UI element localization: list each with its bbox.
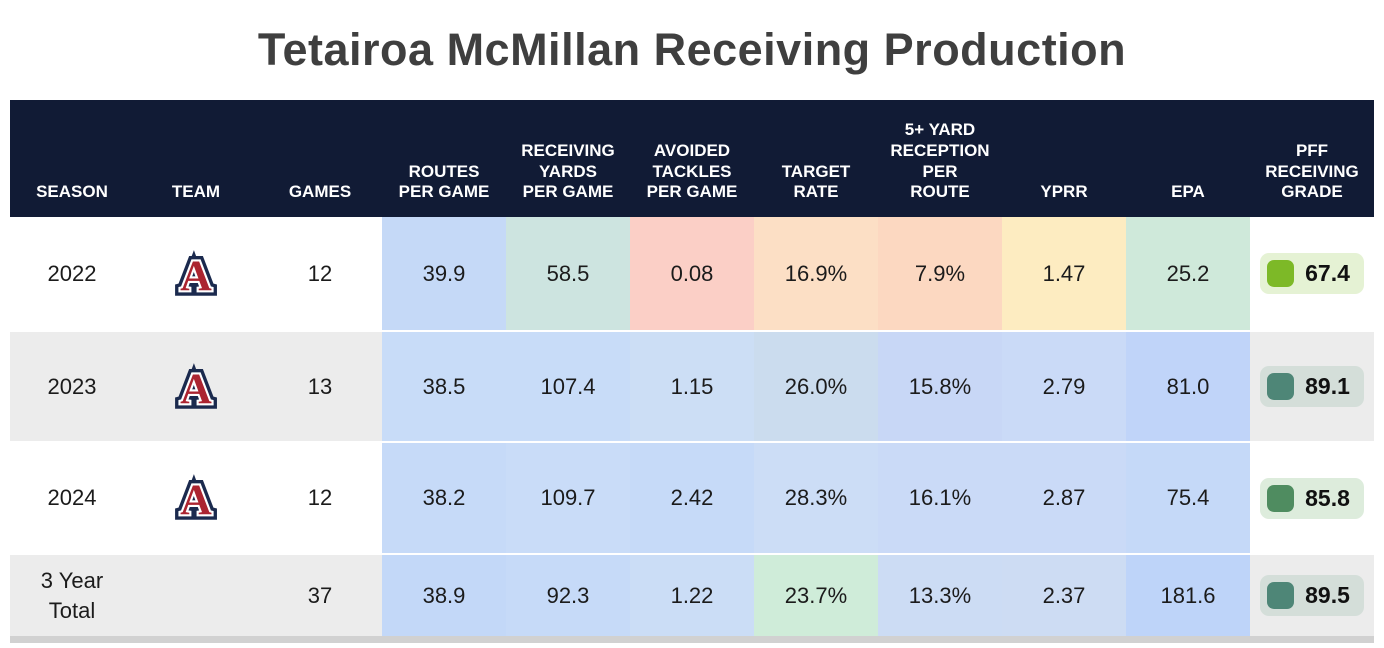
cell-routes-per-game: 38.9 xyxy=(382,555,506,636)
cell-games: 12 xyxy=(307,485,333,510)
receiving-production-table: SEASON TEAM GAMES ROUTES PER GAME RECEIV… xyxy=(10,100,1374,636)
svg-text:A: A xyxy=(180,476,212,524)
cell-team: A A A xyxy=(134,443,258,553)
column-header-pff-grade: PFF RECEIVING GRADE xyxy=(1265,140,1359,202)
cell-avoided-tackles: 1.15 xyxy=(630,332,754,441)
season-label: 2024 xyxy=(47,485,97,511)
cell-receiving-yards: 107.4 xyxy=(506,332,630,441)
cell-games: 37 xyxy=(307,582,333,608)
grade-badge: 89.5 xyxy=(1260,575,1364,616)
cell-5yd-reception: 16.1% xyxy=(878,443,1002,553)
cell-epa: 25.2 xyxy=(1126,217,1250,330)
cell-routes-per-game: 38.2 xyxy=(382,443,506,553)
cell-epa: 81.0 xyxy=(1126,332,1250,441)
grade-value: 89.1 xyxy=(1305,373,1350,399)
cell-games: 13 xyxy=(307,373,333,399)
cell-routes-per-game: 38.5 xyxy=(382,332,506,441)
cell-epa: 75.4 xyxy=(1126,443,1250,553)
horizontal-scrollbar[interactable] xyxy=(10,636,1374,643)
column-header-epa: EPA xyxy=(1171,182,1205,202)
cell-target-rate: 28.3% xyxy=(754,443,878,553)
cell-season: 2023 xyxy=(10,332,134,441)
cell-target-rate: 16.9% xyxy=(754,217,878,330)
column-header-avoided-tackles: AVOIDED TACKLES PER GAME xyxy=(646,140,738,202)
table-row-2023: 2023 A A A 13 38.5 107.4 1.15 26.0% 15.8… xyxy=(10,330,1374,441)
cell-5yd-reception: 7.9% xyxy=(878,217,1002,330)
arizona-block-a-logo-icon: A A A xyxy=(175,360,218,414)
page-title: Tetairoa McMillan Receiving Production xyxy=(257,24,1127,75)
svg-text:A: A xyxy=(180,365,212,413)
cell-yprr: 2.87 xyxy=(1002,443,1126,553)
cell-routes-per-game: 39.9 xyxy=(382,217,506,330)
svg-text:A: A xyxy=(180,476,212,524)
cell-pff-grade: 89.1 xyxy=(1250,332,1374,441)
column-header-receiving-yards: RECEIVING YARDS PER GAME xyxy=(521,140,615,202)
cell-epa: 181.6 xyxy=(1126,555,1250,636)
cell-target-rate: 23.7% xyxy=(754,555,878,636)
cell-pff-grade: 85.8 xyxy=(1250,443,1374,553)
grade-badge: 89.1 xyxy=(1260,366,1364,407)
cell-pff-grade: 67.4 xyxy=(1250,217,1374,330)
table-row-2024: 2024 A A A 12 38.2 109.7 2.42 28.3% 16.1… xyxy=(10,441,1374,553)
grade-color-swatch-icon xyxy=(1267,484,1295,512)
column-header-target-rate: TARGET RATE xyxy=(781,161,851,202)
table-row-3-year-total: 3 Year Total 37 38.9 92.3 1.22 23.7% 13.… xyxy=(10,553,1374,636)
grade-value: 89.5 xyxy=(1305,582,1350,608)
cell-team: A A A xyxy=(134,217,258,330)
grade-color-swatch-icon xyxy=(1267,260,1295,287)
column-header-games: GAMES xyxy=(288,182,352,202)
cell-yprr: 1.47 xyxy=(1002,217,1126,330)
cell-yprr: 2.79 xyxy=(1002,332,1126,441)
cell-receiving-yards: 109.7 xyxy=(506,443,630,553)
svg-text:A: A xyxy=(180,365,212,413)
season-label: 2023 xyxy=(47,373,97,399)
cell-team: A A A xyxy=(134,332,258,441)
svg-text:A: A xyxy=(180,365,212,413)
cell-receiving-yards: 58.5 xyxy=(506,217,630,330)
table-header-row: SEASON TEAM GAMES ROUTES PER GAME RECEIV… xyxy=(10,100,1374,217)
cell-avoided-tackles: 0.08 xyxy=(630,217,754,330)
cell-avoided-tackles: 1.22 xyxy=(630,555,754,636)
grade-color-swatch-icon xyxy=(1267,582,1295,609)
arizona-block-a-logo-icon: A A A xyxy=(175,247,218,301)
season-label: 2022 xyxy=(47,260,97,286)
grade-badge: 85.8 xyxy=(1260,477,1364,519)
column-header-yprr: YPRR xyxy=(1040,182,1088,202)
column-header-5yd-reception: 5+ YARD RECEPTION PER ROUTE xyxy=(890,120,990,202)
cell-receiving-yards: 92.3 xyxy=(506,555,630,636)
svg-text:A: A xyxy=(180,252,212,300)
cell-pff-grade: 89.5 xyxy=(1250,555,1374,636)
cell-season: 3 Year Total xyxy=(10,555,134,636)
column-header-routes-per-game: ROUTES PER GAME xyxy=(398,161,490,202)
arizona-block-a-logo-icon: A A A xyxy=(175,471,218,525)
cell-games: 12 xyxy=(307,260,333,286)
svg-text:A: A xyxy=(180,476,212,524)
grade-badge: 67.4 xyxy=(1260,253,1364,294)
column-header-season: SEASON xyxy=(36,182,108,202)
cell-5yd-reception: 15.8% xyxy=(878,332,1002,441)
grade-value: 85.8 xyxy=(1305,484,1350,511)
season-label: 3 Year Total xyxy=(40,567,104,623)
grade-value: 67.4 xyxy=(1305,260,1350,286)
cell-5yd-reception: 13.3% xyxy=(878,555,1002,636)
cell-season: 2022 xyxy=(10,217,134,330)
grade-color-swatch-icon xyxy=(1267,373,1295,400)
cell-team xyxy=(134,555,258,636)
svg-text:A: A xyxy=(180,252,212,300)
column-header-team: TEAM xyxy=(171,182,221,202)
table-row-2022: 2022 A A A 12 39.9 58.5 0.08 16.9% 7.9% … xyxy=(10,217,1374,330)
cell-target-rate: 26.0% xyxy=(754,332,878,441)
cell-season: 2024 xyxy=(10,443,134,553)
svg-text:A: A xyxy=(180,252,212,300)
cell-avoided-tackles: 2.42 xyxy=(630,443,754,553)
cell-yprr: 2.37 xyxy=(1002,555,1126,636)
